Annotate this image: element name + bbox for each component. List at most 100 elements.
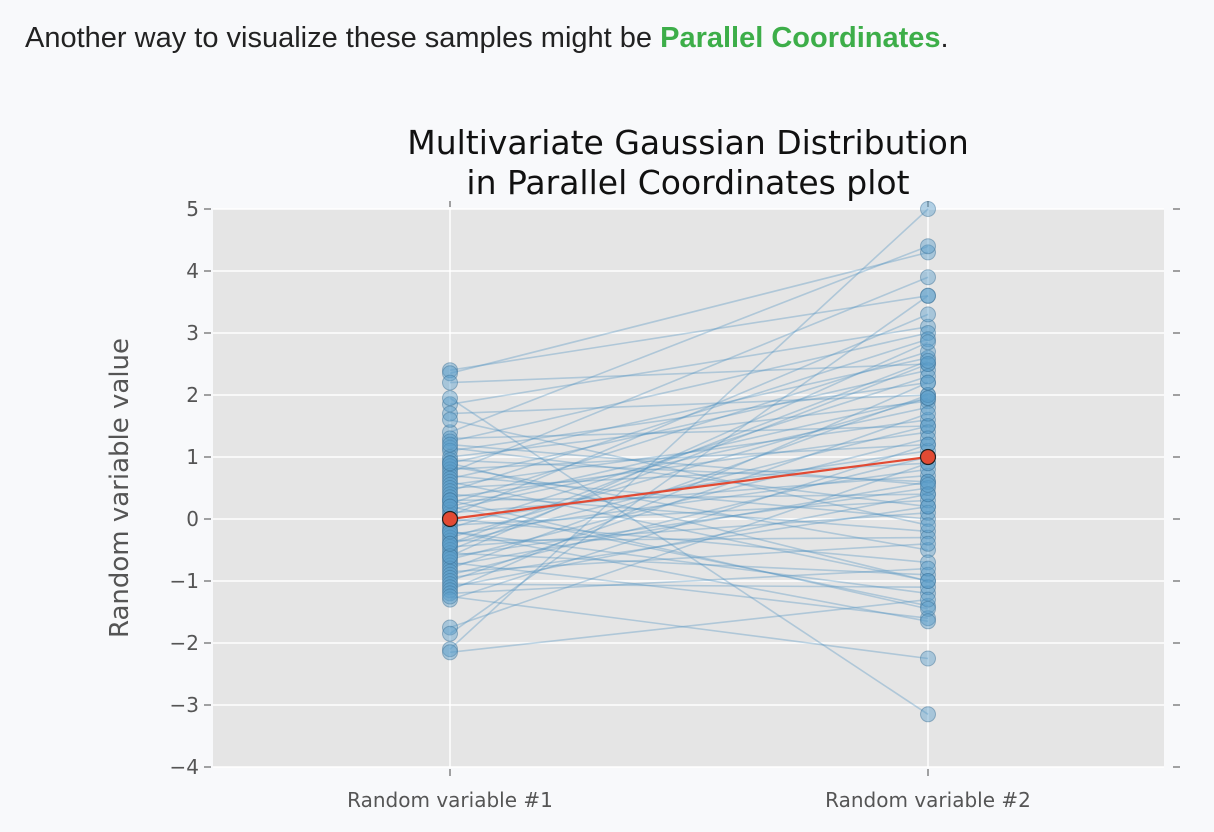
sample-point — [920, 486, 936, 503]
sample-point — [442, 557, 458, 574]
y-tick-label: −1 — [170, 569, 199, 593]
sample-line — [449, 295, 929, 635]
sample-line — [449, 481, 929, 582]
sample-point — [920, 430, 936, 447]
sample-point — [442, 641, 458, 658]
sample-line — [449, 487, 929, 557]
sample-point — [442, 470, 458, 487]
sample-point — [442, 548, 458, 565]
sample-point — [442, 436, 458, 453]
sample-line — [449, 332, 929, 443]
sample-line — [449, 425, 929, 440]
sample-point — [442, 461, 458, 478]
sample-line — [449, 462, 929, 582]
sample-point — [442, 545, 458, 562]
sample-point — [920, 613, 936, 630]
y-tick-label: 5 — [186, 197, 199, 221]
sample-lines — [449, 208, 929, 715]
sample-point — [920, 418, 936, 434]
sample-line — [449, 406, 929, 511]
x-tick-labels: Random variable #1 Random variable #2 — [347, 788, 1031, 812]
sample-line — [449, 499, 929, 526]
sample-line — [449, 543, 929, 573]
sample-line — [449, 443, 929, 486]
sample-line — [449, 468, 929, 536]
x-tick-label: Random variable #1 — [347, 788, 553, 812]
y-tick-label: −4 — [170, 755, 199, 779]
intro-paragraph: Another way to visualize these samples m… — [25, 22, 949, 55]
sample-point — [920, 492, 936, 509]
sample-line — [449, 425, 929, 545]
sample-point — [442, 563, 458, 580]
sample-point — [442, 579, 458, 596]
sample-point — [920, 368, 936, 385]
sample-point — [920, 362, 936, 379]
sample-point — [442, 542, 458, 558]
sample-point — [920, 393, 936, 410]
sample-point — [442, 492, 458, 509]
sample-point — [442, 365, 458, 382]
sample-point — [442, 430, 458, 447]
sample-point — [920, 356, 936, 372]
sample-line — [449, 313, 929, 517]
sample-point — [442, 588, 458, 605]
sample-line — [449, 493, 929, 533]
sample-point — [920, 486, 936, 503]
sample-line — [449, 276, 929, 474]
y-tick-label: 4 — [186, 259, 199, 283]
sample-point — [920, 706, 936, 723]
sample-line — [449, 363, 929, 384]
sample-point — [442, 569, 458, 586]
sample-line — [449, 397, 929, 715]
sample-line — [449, 363, 929, 551]
sample-line — [449, 400, 929, 458]
parallel-coordinates-link[interactable]: Parallel Coordinates — [660, 22, 941, 54]
sample-line — [449, 431, 929, 499]
intro-text: Another way to visualize these samples m… — [25, 22, 661, 54]
sample-line — [449, 397, 929, 508]
sample-point — [920, 542, 936, 558]
sample-point — [920, 566, 936, 583]
sample-point — [920, 523, 936, 540]
y-tick-label: 2 — [186, 383, 199, 407]
sample-point — [920, 238, 936, 255]
sample-point — [442, 486, 458, 503]
sample-point — [442, 619, 458, 636]
sample-point — [920, 498, 936, 515]
sample-point — [920, 585, 936, 602]
sample-point — [920, 405, 936, 422]
sample-point — [442, 411, 458, 428]
sample-line — [449, 474, 929, 520]
sample-line — [449, 350, 929, 505]
sample-point — [442, 582, 458, 599]
sample-line — [449, 598, 929, 654]
sample-point — [920, 390, 936, 407]
sample-point — [442, 374, 458, 391]
mean-series — [441, 448, 937, 528]
sample-point — [442, 566, 458, 583]
sample-point — [920, 418, 936, 434]
sample-line — [449, 512, 929, 548]
intro-period: . — [940, 22, 949, 54]
sample-point — [442, 449, 458, 465]
sample-line — [449, 536, 929, 542]
sample-point — [920, 597, 936, 614]
sample-point — [442, 442, 458, 459]
sample-point — [920, 476, 936, 493]
sample-line — [449, 567, 929, 595]
sample-line — [449, 295, 929, 371]
sample-line — [449, 251, 929, 375]
sample-line — [449, 481, 929, 567]
sample-line — [449, 450, 929, 523]
y-tick-label: 0 — [186, 507, 199, 531]
sample-point — [442, 455, 458, 472]
sample-point — [442, 405, 458, 422]
y-tick-labels: 5 4 3 2 1 0 −1 −2 −3 −4 — [170, 197, 199, 779]
sample-point — [920, 269, 936, 286]
sample-line — [449, 456, 929, 576]
sample-line — [449, 419, 929, 526]
sample-point — [442, 576, 458, 593]
sample-line — [449, 583, 929, 588]
sample-point — [442, 467, 458, 484]
